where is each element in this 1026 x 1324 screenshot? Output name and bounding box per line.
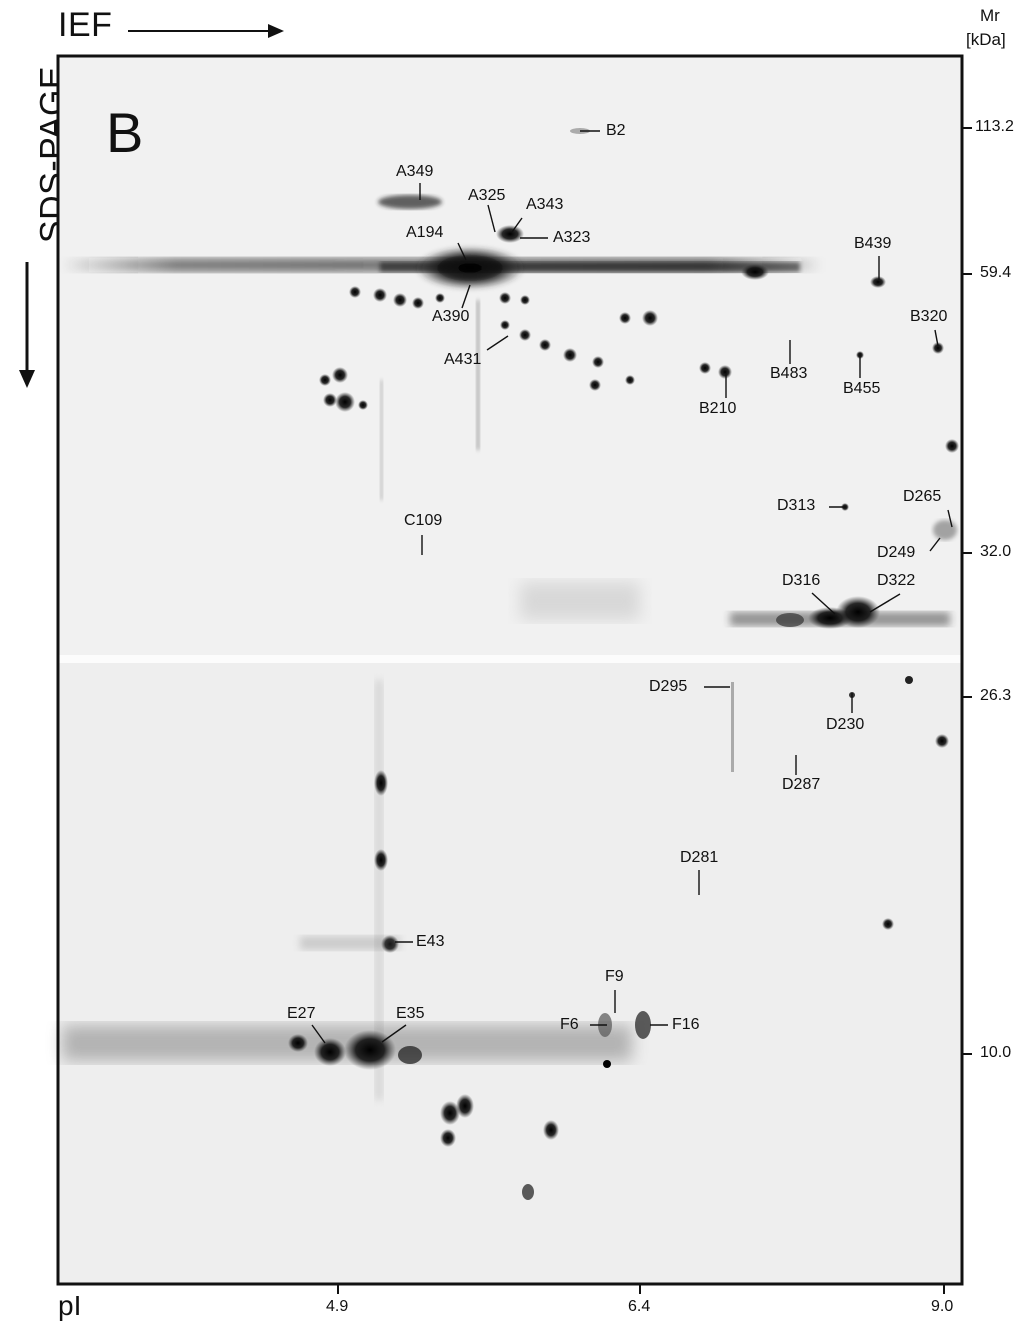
spot-label-a390: A390 <box>432 308 470 325</box>
gel-frame <box>56 54 964 1286</box>
pi-tick-label: 9.0 <box>931 1298 954 1315</box>
spot-label-f16: F16 <box>672 1016 700 1033</box>
spot-label-b455: B455 <box>843 380 881 397</box>
spot-label-c109: C109 <box>404 512 443 529</box>
spot-label-d230: D230 <box>826 716 865 733</box>
pi-axis-label: pI <box>58 1290 82 1321</box>
spot-label-d313: D313 <box>777 497 816 514</box>
panel-letter: B <box>106 101 144 164</box>
spot-label-d265: D265 <box>903 488 942 505</box>
gel-divider <box>58 655 962 663</box>
gel-lower-panel <box>58 662 962 1284</box>
ief-arrow-icon <box>128 24 284 38</box>
spot-label-e43: E43 <box>416 933 445 950</box>
spot-label-f6: F6 <box>560 1016 579 1033</box>
spot-label-a323: A323 <box>553 229 591 246</box>
spot-label-d322: D322 <box>877 572 916 589</box>
spot-label-d287: D287 <box>782 776 821 793</box>
spot-label-b439: B439 <box>854 235 892 252</box>
spot-label-a343: A343 <box>526 196 564 213</box>
gel-upper-panel <box>58 56 962 656</box>
spot-label-a431: A431 <box>444 351 482 368</box>
mw-tick-label: 32.0 <box>980 543 1012 560</box>
spot-label-d249: D249 <box>877 544 916 561</box>
spot-label-a194: A194 <box>406 224 444 241</box>
pi-tick-label: 4.9 <box>326 1298 349 1315</box>
spot-label-f9: F9 <box>605 968 624 985</box>
ief-axis-label: IEF <box>58 6 113 44</box>
pi-tick-label: 6.4 <box>628 1298 651 1315</box>
spot-label-d316: D316 <box>782 572 821 589</box>
spot-label-b320: B320 <box>910 308 948 325</box>
mr-unit: [kDa] <box>966 30 1006 49</box>
spot-label-b483: B483 <box>770 365 808 382</box>
spot-label-a349: A349 <box>396 163 434 180</box>
sds-arrow-icon <box>19 262 35 388</box>
spot-label-b2: B2 <box>606 122 626 139</box>
spot-label-d281: D281 <box>680 849 719 866</box>
spot-label-b210: B210 <box>699 400 737 417</box>
mw-tick-label: 113.2 <box>975 118 1014 135</box>
spot-label-d295: D295 <box>649 678 688 695</box>
mw-tick-label: 26.3 <box>980 687 1012 704</box>
spot-label-a325: A325 <box>468 187 506 204</box>
mr-label: Mr <box>980 6 1000 25</box>
spot-label-e27: E27 <box>287 1005 316 1022</box>
mw-tick-label: 10.0 <box>980 1044 1012 1061</box>
mw-tick-label: 59.4 <box>980 264 1012 281</box>
spot-label-e35: E35 <box>396 1005 425 1022</box>
